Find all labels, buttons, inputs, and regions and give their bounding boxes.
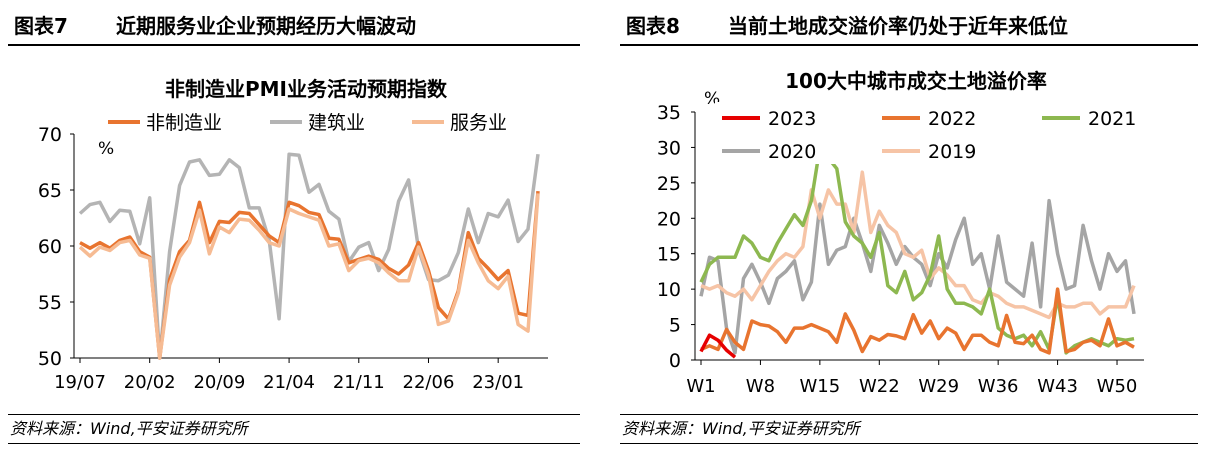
left-legend-label-3: 服务业 [450,112,507,134]
right-series-line-2022 [700,287,1135,355]
left-figure-title: 近期服务业企业预期经历大幅波动 [116,14,416,38]
left-legend-label-1: 非制造业 [146,112,222,134]
right-figure-number: 图表8 [626,14,680,38]
left-figure-header: 图表7 近期服务业企业预期经历大幅波动 [8,0,580,46]
left-source-note: 资料来源：Wind,平安证券研究所 [8,414,580,444]
left-series-line-3 [78,193,540,360]
left-x-tick-label: 21/04 [263,372,315,393]
right-y-tick-label: 5 [669,315,681,337]
left-y-tick-label: 65 [38,180,62,202]
left-x-tick-label: 19/07 [54,372,106,393]
right-x-tick-label: W22 [859,376,900,396]
left-figure-number: 图表7 [14,14,68,38]
left-y-tick-label: 70 [38,124,62,146]
right-y-tick-label: 20 [657,208,681,230]
left-y-tick-label: 60 [38,236,62,258]
right-x-tick-label: W36 [978,376,1019,396]
right-legend-label-2022: 2022 [928,108,976,130]
right-x-tick-label: W29 [918,376,959,396]
left-panel: 图表7 近期服务业企业预期经历大幅波动 非制造业PMI业务活动预期指数非制造业 建… [8,0,580,458]
right-y-tick-label: 0 [669,350,681,372]
right-y-tick-label: 10 [657,279,681,301]
right-source-note: 资料来源：Wind,平安证券研究所 [620,414,1198,444]
right-series-line-2019 [700,170,1136,320]
left-x-tick-label: 22/06 [403,372,455,393]
right-y-tick-label: 25 [657,173,681,195]
left-x-tick-label: 21/11 [333,372,385,393]
left-y-unit: % [98,139,114,159]
right-x-tick-label: W8 [746,376,775,396]
right-panel: 图表8 当前土地成交溢价率仍处于近年来低位 100大中城市成交土地溢价率% 0 5 1… [620,0,1198,458]
right-y-tick-label: 35 [657,102,681,124]
right-x-tick-label: W50 [1097,376,1138,396]
left-legend-label-2: 建筑业 [308,112,365,134]
left-y-tick-label: 55 [38,292,62,314]
right-chart-title: 100大中城市成交土地溢价率 [785,69,1047,93]
right-series-line-2020 [699,198,1136,355]
right-series-line-2023 [699,333,737,359]
right-y-tick-label: 15 [657,244,681,266]
right-legend-label-2019: 2019 [928,141,976,163]
left-series-line-2 [78,152,540,360]
right-legend-box [715,102,1145,164]
right-x-tick-label: W15 [800,376,841,396]
right-legend-label-2020: 2020 [768,141,816,163]
left-chart-title: 非制造业PMI业务活动预期指数 [165,77,448,101]
left-y-tick-label: 50 [38,348,62,370]
left-x-tick-label: 20/09 [193,372,245,393]
left-x-tick-label: 23/01 [472,372,524,393]
right-legend-label-2023: 2023 [768,108,816,130]
right-legend-label-2021: 2021 [1088,108,1136,130]
left-x-tick-label: 20/02 [124,372,176,393]
right-figure-title: 当前土地成交溢价率仍处于近年来低位 [728,14,1068,38]
right-y-tick-label: 30 [657,137,681,159]
right-x-tick-label: W1 [686,376,715,396]
right-figure-header: 图表8 当前土地成交溢价率仍处于近年来低位 [620,0,1198,46]
right-x-tick-label: W43 [1037,376,1078,396]
